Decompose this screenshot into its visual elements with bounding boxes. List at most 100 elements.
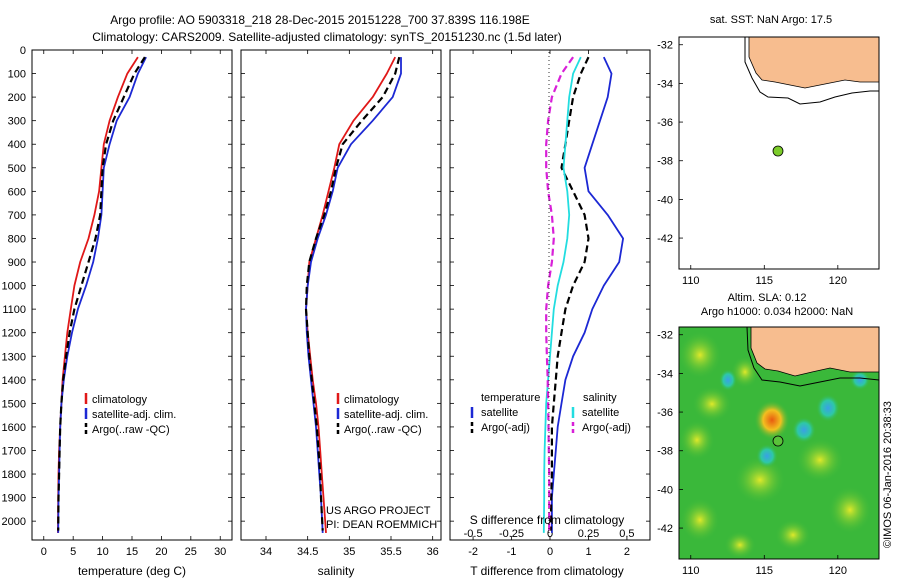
depth-tick-label: 1100 xyxy=(2,304,26,316)
header-line1: Argo profile: AO 5903318_218 28-Dec-2015… xyxy=(110,13,529,27)
depth-tick-label: 0 xyxy=(20,45,26,57)
t-difference-xlabel: T difference from climatology xyxy=(470,564,624,578)
s-tick-label: 0.5 xyxy=(619,528,634,540)
bathymetry-contour xyxy=(746,327,879,387)
lon-tick-label: 120 xyxy=(829,565,847,577)
lat-tick-label: -40 xyxy=(657,194,673,206)
lon-tick-label: 120 xyxy=(829,275,847,287)
depth-tick-label: 500 xyxy=(8,163,26,175)
salinity-xlabel: salinity xyxy=(318,564,355,578)
lat-tick-label: -40 xyxy=(657,484,673,496)
lat-tick-label: -34 xyxy=(657,368,673,380)
map-top-frame xyxy=(678,36,880,270)
legend-s-satellite: satellite xyxy=(582,407,619,419)
series-line-magenta xyxy=(545,56,574,531)
legend-header-salinity: salinity xyxy=(583,392,617,404)
depth-tick-label: 1700 xyxy=(2,446,26,458)
series-line-black xyxy=(304,56,401,531)
x-tick-label: 30 xyxy=(214,546,226,558)
legend-t-argo: Argo(-adj) xyxy=(481,422,530,434)
profile-series xyxy=(57,56,624,533)
x-tick-label: 35 xyxy=(343,546,355,558)
temperature-plot-frame xyxy=(31,49,233,541)
imos-credit-label: ©IMOS 06-Jan-2016 20:38:33 xyxy=(882,401,894,548)
map-bottom-title2: Argo h1000: 0.034 h2000: NaN xyxy=(701,306,853,318)
depth-tick-label: 600 xyxy=(8,186,26,198)
legend-t-satellite: satellite xyxy=(481,407,518,419)
lon-tick-label: 115 xyxy=(756,275,774,287)
depth-tick-label: 900 xyxy=(8,257,26,269)
x-tick-label: 5 xyxy=(70,546,76,558)
lat-tick-label: -36 xyxy=(657,117,673,129)
map-top-title: sat. SST: NaN Argo: 17.5 xyxy=(710,14,832,26)
depth-tick-label: 2000 xyxy=(2,516,26,528)
x-tick-label: 34 xyxy=(260,546,272,558)
map-bottom xyxy=(679,327,879,559)
depth-tick-label: 400 xyxy=(8,139,26,151)
lat-tick-label: -38 xyxy=(657,446,673,458)
depth-tick-label: 1300 xyxy=(2,351,26,363)
depth-tick-label: 800 xyxy=(8,234,26,246)
depth-tick-label: 700 xyxy=(8,210,26,222)
x-tick-label: 0 xyxy=(41,546,47,558)
x-tick-label: 10 xyxy=(96,546,108,558)
x-tick-label: 25 xyxy=(185,546,197,558)
legend-satellite: satellite-adj. clim. xyxy=(344,409,428,421)
x-tick-label: 35.5 xyxy=(380,546,401,558)
x-tick-label: 34.5 xyxy=(297,546,318,558)
series-line-red xyxy=(305,56,397,533)
s-tick-label: -0.25 xyxy=(499,528,524,540)
x-tick-label: 2 xyxy=(624,546,630,558)
lat-tick-label: -38 xyxy=(657,156,673,168)
series-line-black xyxy=(57,56,146,531)
x-tick-label: 20 xyxy=(155,546,167,558)
legend-climatology: climatology xyxy=(92,394,148,406)
difference-legend: temperature salinity satellite Argo(-adj… xyxy=(470,392,631,434)
depth-tick-label: 1800 xyxy=(2,469,26,481)
float-position-marker xyxy=(772,145,784,157)
x-tick-label: 0 xyxy=(547,546,553,558)
legend-climatology: climatology xyxy=(344,394,400,406)
depth-tick-label: 1000 xyxy=(2,281,26,293)
lat-tick-label: -42 xyxy=(657,233,673,245)
s-tick-label: -0.5 xyxy=(464,528,483,540)
depth-tick-label: 1200 xyxy=(2,328,26,340)
lat-tick-label: -32 xyxy=(657,40,673,52)
bathymetry-contour xyxy=(744,37,879,105)
series-line-black xyxy=(549,56,590,531)
x-axes: 0 5 10 15 20 25 30 34 34.5 35 35.5 36 -2 -1 0 1 2 -0.5 -0.… xyxy=(41,50,635,558)
australia-land xyxy=(748,37,879,89)
x-tick-label: 15 xyxy=(126,546,138,558)
float-position-marker xyxy=(772,435,784,447)
series-line-cyan xyxy=(542,56,582,533)
lat-tick-label: -36 xyxy=(657,407,673,419)
depth-tick-label: 1400 xyxy=(2,375,26,387)
s-difference-xlabel: S difference from climatology xyxy=(470,513,625,527)
depth-tick-label: 300 xyxy=(8,116,26,128)
x-tick-label: 36 xyxy=(427,546,439,558)
temperature-xlabel: temperature (deg C) xyxy=(78,564,186,578)
map-axes: 110 115 120 -32 -34 -36 -38 -40 -42 110 115 120 -32 -… xyxy=(657,40,847,577)
legend-argo: Argo(..raw -QC) xyxy=(92,424,170,436)
legend-header-temperature: temperature xyxy=(481,392,540,404)
depth-axis: 0 100 200 300 400 500 600 700 800 900 1000 1100 1200… xyxy=(2,45,650,528)
x-tick-label: 1 xyxy=(585,546,591,558)
s-tick-label: 0 xyxy=(547,528,553,540)
lon-tick-label: 110 xyxy=(682,275,700,287)
map-bottom-frame xyxy=(678,326,880,560)
series-line-red xyxy=(57,56,139,533)
lon-tick-label: 115 xyxy=(756,565,774,577)
difference-plot-frame xyxy=(449,49,651,541)
temperature-legend: climatology satellite-adj. clim. Argo(..… xyxy=(84,393,176,436)
project-annotation-line1: US ARGO PROJECT xyxy=(326,505,431,517)
salinity-legend: climatology satellite-adj. clim. Argo(..… xyxy=(336,393,428,436)
salinity-plot-frame xyxy=(240,49,442,541)
map-bottom-title1: Altim. SLA: 0.12 xyxy=(728,292,807,304)
depth-tick-label: 200 xyxy=(8,92,26,104)
depth-tick-label: 1600 xyxy=(2,422,26,434)
lat-tick-label: -32 xyxy=(657,330,673,342)
legend-argo: Argo(..raw -QC) xyxy=(344,424,422,436)
map-top xyxy=(679,37,879,269)
series-line-blue xyxy=(57,56,147,533)
